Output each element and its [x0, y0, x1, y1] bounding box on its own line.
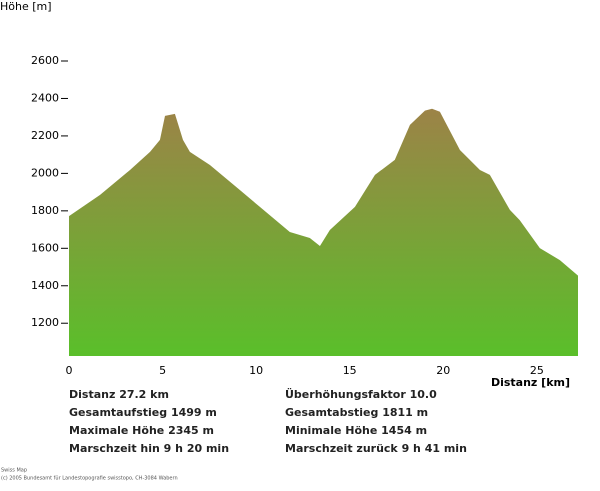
info-text: Gesamtabstieg 1811 m: [285, 406, 428, 419]
info-text: Marschzeit zurück 9 h 41 min: [285, 442, 467, 455]
info-text: Marschzeit hin 9 h 20 min: [69, 442, 229, 455]
y-tick-label: 1800: [31, 204, 59, 217]
y-axis-label: Höhe [m]: [0, 0, 52, 13]
x-tick-label: 10: [249, 364, 263, 377]
y-tick-label: 2600: [31, 54, 59, 67]
info-text: Überhöhungsfaktor 10.0: [285, 387, 437, 401]
x-tick-label: 5: [159, 364, 166, 377]
x-axis-label: Distanz [km]: [491, 376, 570, 389]
y-tick-label: 2400: [31, 91, 59, 104]
info-text: Maximale Höhe 2345 m: [69, 424, 214, 437]
info-text: Distanz 27.2 km: [69, 388, 169, 401]
y-tick-label: 2000: [31, 166, 59, 179]
x-tick-label: 20: [436, 364, 450, 377]
y-tick-label: 2200: [31, 129, 59, 142]
x-tick-label: 25: [530, 364, 544, 377]
footer-text: Swiss Map: [1, 468, 27, 474]
x-tick-label: 15: [343, 364, 357, 377]
y-tick-label: 1600: [31, 241, 59, 254]
y-tick-label: 1400: [31, 279, 59, 292]
info-text: Gesamtaufstieg 1499 m: [69, 406, 217, 419]
info-text: Minimale Höhe 1454 m: [285, 424, 427, 437]
footer-text: (c) 2005 Bundesamt für Landestopografie …: [1, 476, 178, 482]
elevation-area: [69, 108, 578, 356]
y-tick-label: 1200: [31, 316, 59, 329]
x-tick-label: 0: [66, 364, 73, 377]
